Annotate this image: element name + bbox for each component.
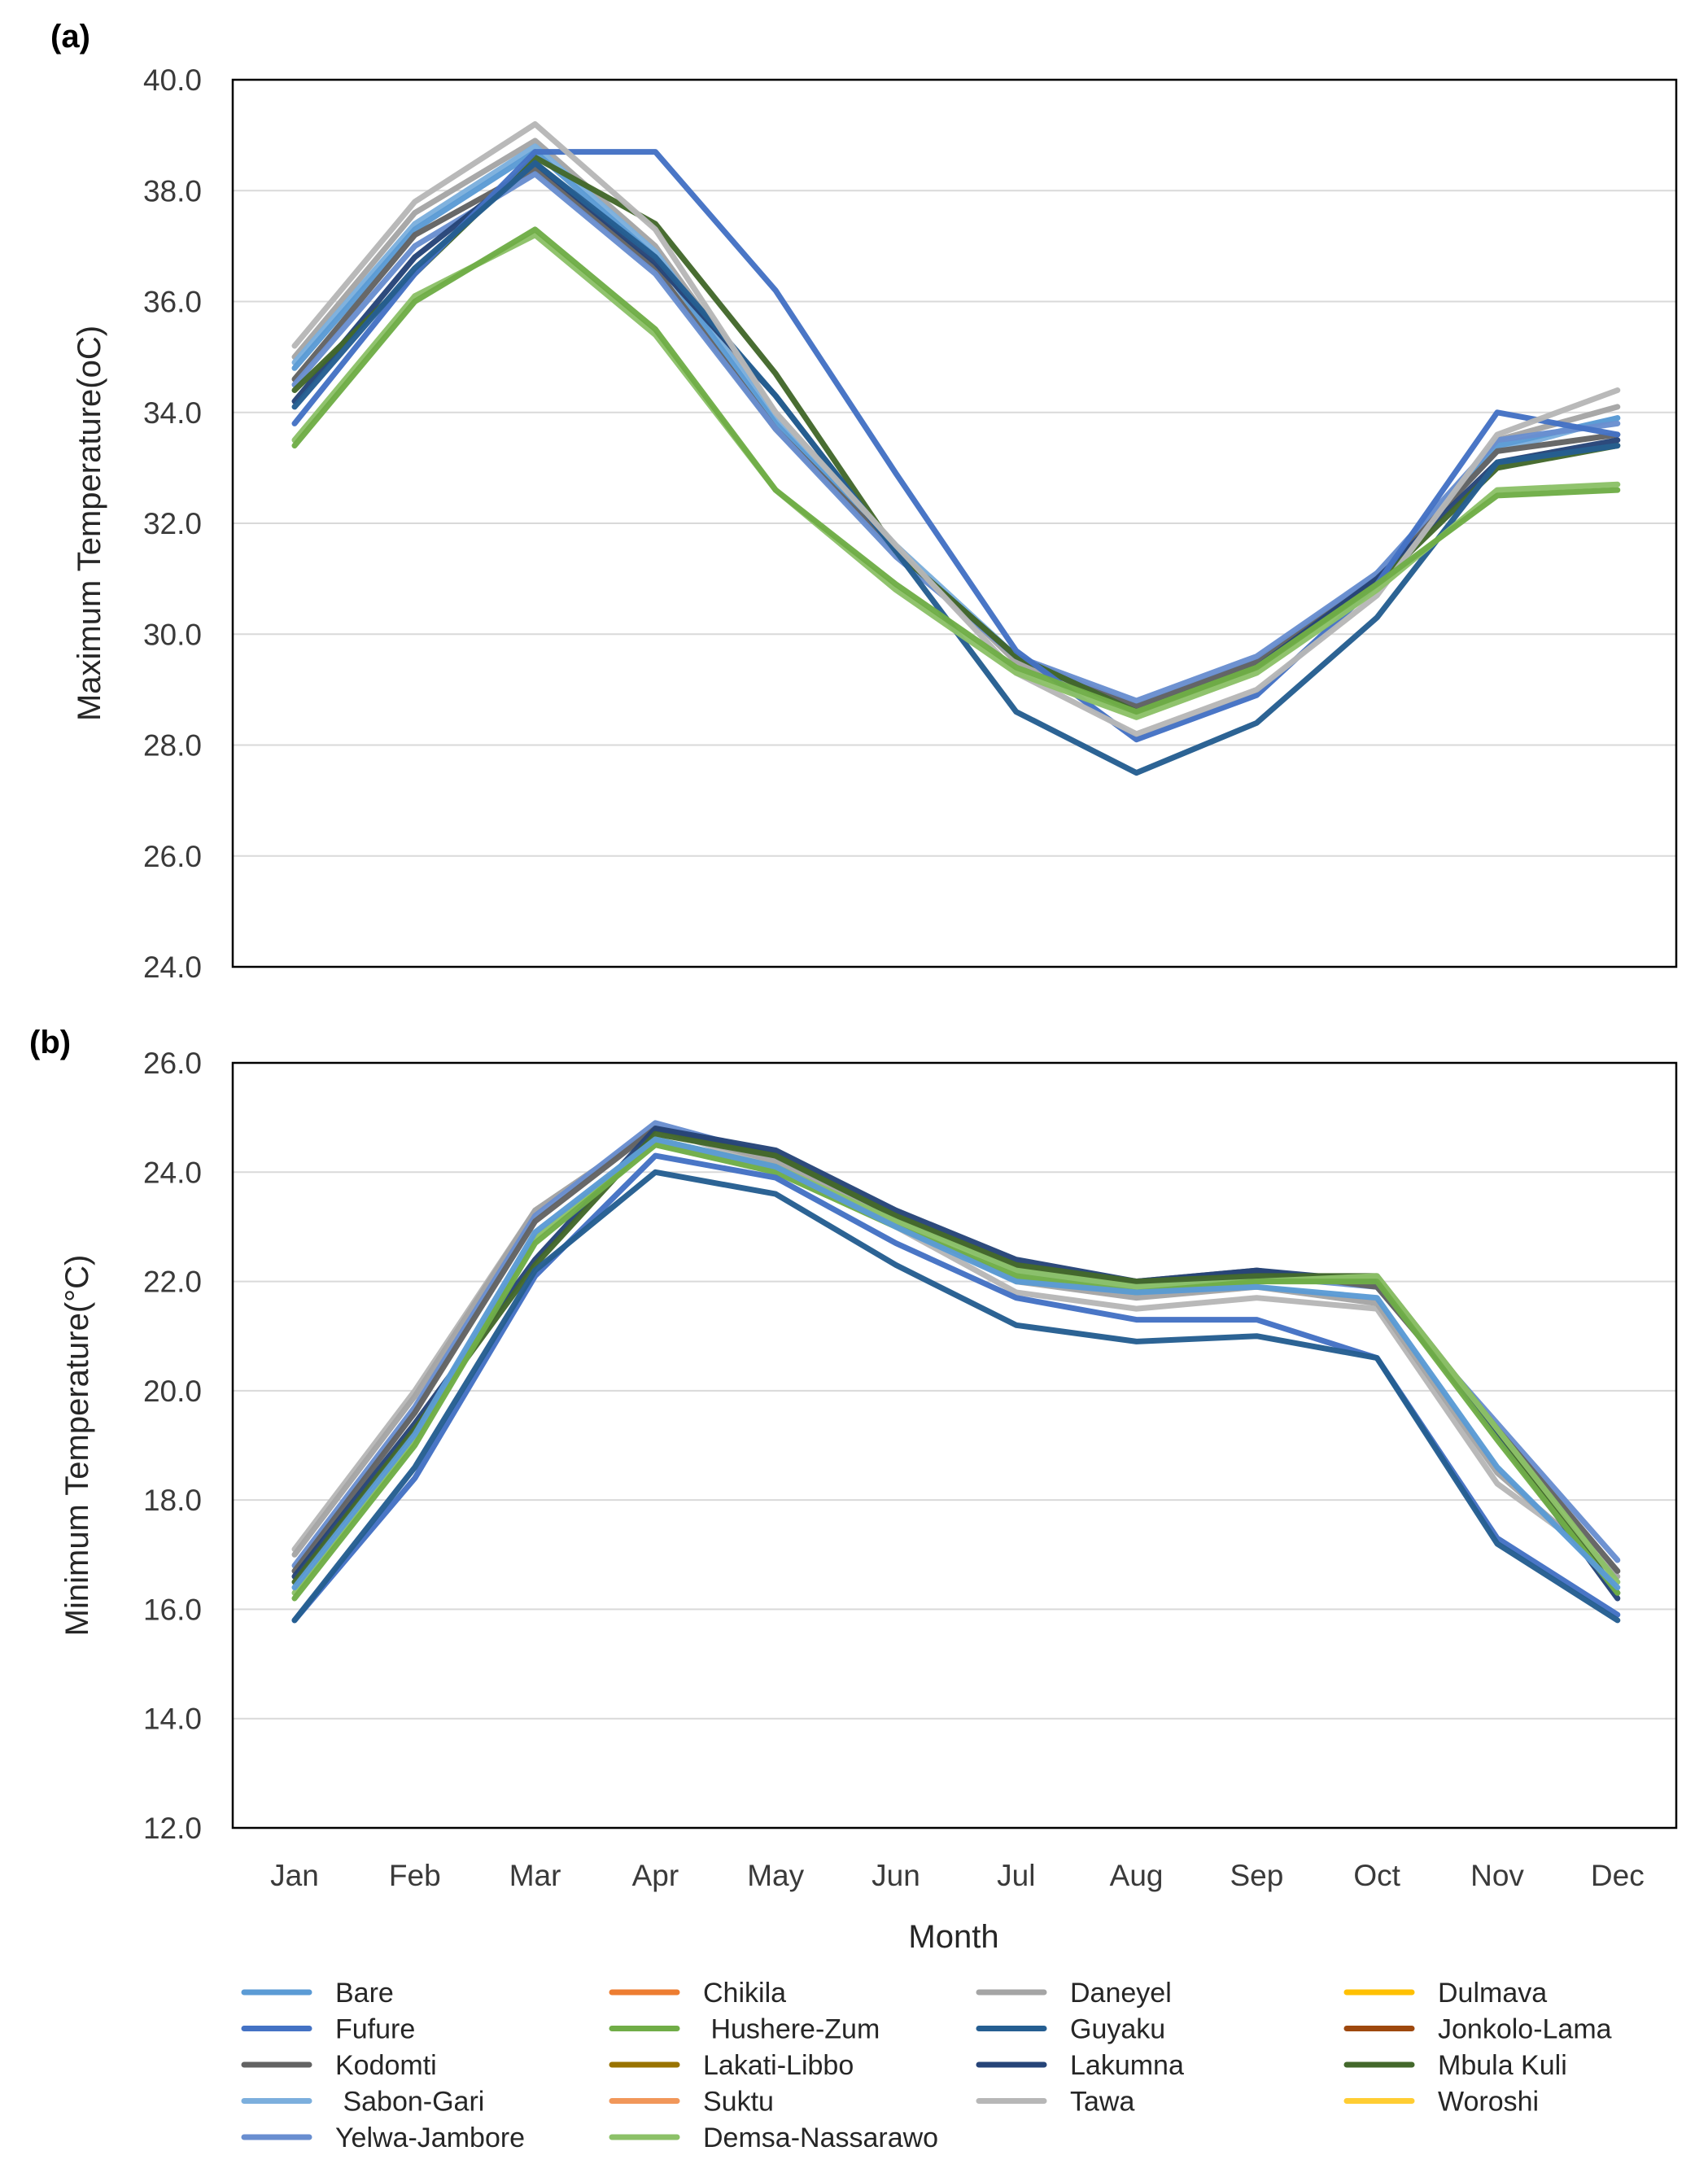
y-tick-label: 26.0 <box>143 840 202 873</box>
y-tick-label: 26.0 <box>143 1047 202 1080</box>
legend-item-fufure: Fufure <box>241 2014 415 2045</box>
x-tick-label: Dec <box>1591 1859 1645 1892</box>
legend-label: Yelwa-Jambore <box>335 2122 525 2153</box>
legend-item-jonkolo-lama: Jonkolo-Lama <box>1343 2014 1612 2045</box>
legend-label: Sabon-Gari <box>335 2087 484 2118</box>
y-tick-label: 16.0 <box>143 1593 202 1626</box>
y-tick-label: 24.0 <box>143 1156 202 1189</box>
legend-label: Chikila <box>703 1978 786 2009</box>
legend-label: Lakati-Libbo <box>703 2050 854 2081</box>
legend-label: Demsa-Nassarawo <box>703 2122 938 2153</box>
legend-item-suktu: Suktu <box>609 2087 774 2118</box>
legend-label: Woroshi <box>1438 2087 1539 2118</box>
legend-item-bare: Bare <box>241 1978 394 2009</box>
legend-label: Jonkolo-Lama <box>1438 2014 1612 2045</box>
x-tick-label: Oct <box>1353 1859 1400 1892</box>
x-tick-label: Jul <box>997 1859 1035 1892</box>
legend: Bare Chikila Daneyel Dulmava Fufure Hushere-… <box>241 1978 1612 2153</box>
y-tick-label: 38.0 <box>143 174 202 208</box>
x-tick-label: Apr <box>632 1859 679 1892</box>
x-tick-label: Aug <box>1110 1859 1164 1892</box>
y-axis-title: Minimum Temperature(°C) <box>59 1255 95 1637</box>
panel-label: (a) <box>50 19 90 55</box>
plot-frame <box>231 78 1678 968</box>
y-tick-label: 12.0 <box>143 1812 202 1845</box>
y-tick-label: 34.0 <box>143 396 202 430</box>
y-tick-label: 32.0 <box>143 507 202 540</box>
series-line-bare <box>291 1136 1621 1591</box>
y-tick-label: 30.0 <box>143 618 202 651</box>
y-tick-label: 14.0 <box>143 1703 202 1736</box>
x-tick-label: Nov <box>1470 1859 1524 1892</box>
legend-label: Bare <box>335 1978 394 2009</box>
legend-label: Hushere-Zum <box>703 2014 880 2045</box>
series-line-fufure <box>291 149 1621 743</box>
legend-item-dulmava: Dulmava <box>1343 1978 1547 2009</box>
x-tick-label: Feb <box>389 1859 441 1892</box>
legend-item-tawa: Tawa <box>976 2087 1134 2118</box>
y-tick-label: 36.0 <box>143 286 202 319</box>
y-tick-label: 18.0 <box>143 1484 202 1517</box>
series-line-hushere-zum <box>291 226 1621 715</box>
x-tick-label: Mar <box>509 1859 561 1892</box>
legend-item-hushere-zum: Hushere-Zum <box>609 2014 880 2045</box>
legend-label: Dulmava <box>1438 1978 1547 2009</box>
legend-label: Suktu <box>703 2087 774 2118</box>
x-tick-label: May <box>747 1859 804 1892</box>
legend-item-lakati-libbo: Lakati-Libbo <box>609 2050 854 2081</box>
chart-panel-b: 12.0 14.0 16.0 18.0 20.0 22.0 24.0 26.0 (b) Minim… <box>29 1025 1678 1955</box>
y-axis-title: Maximum Temperature(oC) <box>72 326 107 721</box>
legend-item-chikila: Chikila <box>609 1978 786 2009</box>
legend-label: Daneyel <box>1070 1978 1172 2009</box>
legend-label: Fufure <box>335 2014 415 2045</box>
legend-item-demsa-nassarawo: Demsa-Nassarawo <box>609 2122 938 2153</box>
series-line-guyaku <box>291 1169 1621 1624</box>
legend-label: Kodomti <box>335 2050 437 2081</box>
y-tick-label: 20.0 <box>143 1375 202 1408</box>
legend-item-kodomti: Kodomti <box>241 2050 437 2081</box>
plot-frame <box>231 1061 1678 1830</box>
y-tick-label: 40.0 <box>143 63 202 97</box>
legend-item-sabon-gari: Sabon-Gari <box>241 2087 484 2118</box>
legend-item-lakumna: Lakumna <box>976 2050 1184 2081</box>
y-tick-label: 28.0 <box>143 729 202 763</box>
legend-item-guyaku: Guyaku <box>976 2014 1165 2045</box>
legend-item-yelwa-jambore: Yelwa-Jambore <box>241 2122 525 2153</box>
legend-item-daneyel: Daneyel <box>976 1978 1172 2009</box>
legend-item-woroshi: Woroshi <box>1343 2087 1539 2118</box>
y-tick-label: 24.0 <box>143 951 202 984</box>
legend-label: Guyaku <box>1070 2014 1165 2045</box>
y-tick-label: 22.0 <box>143 1266 202 1299</box>
legend-label: Tawa <box>1070 2087 1134 2118</box>
legend-label: Mbula Kuli <box>1438 2050 1567 2081</box>
legend-item-mbula-kuli: Mbula Kuli <box>1343 2050 1567 2081</box>
series-line-demsa-nassarawo <box>291 232 1621 720</box>
x-axis-title: Month <box>908 1919 998 1955</box>
x-tick-label: Jan <box>270 1859 319 1892</box>
x-tick-label: Jun <box>871 1859 920 1892</box>
chart-panel-a: 24.0 26.0 28.0 30.0 32.0 34.0 36.0 38.0 40.0 (a) M… <box>50 19 1678 984</box>
x-tick-label: Sep <box>1230 1859 1283 1892</box>
panel-label: (b) <box>29 1025 71 1060</box>
legend-label: Lakumna <box>1070 2050 1184 2081</box>
